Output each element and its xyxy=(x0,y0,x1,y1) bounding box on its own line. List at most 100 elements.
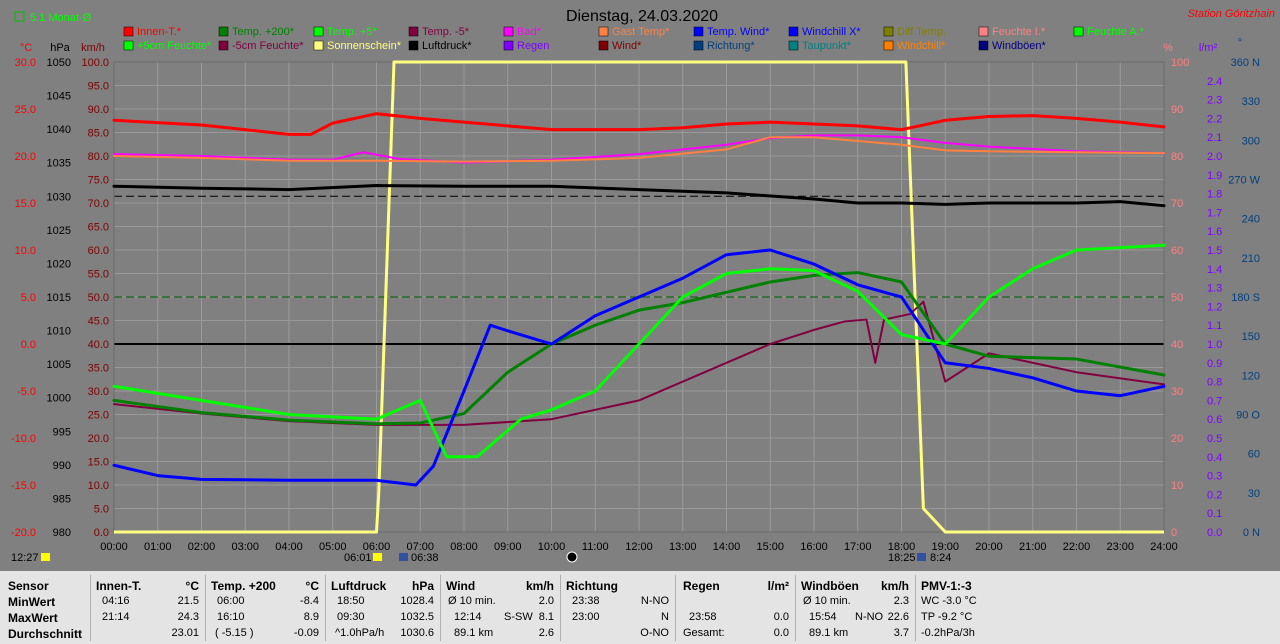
direction-tick-label: 90 O xyxy=(1236,410,1260,422)
pressure-tick-label: 1050 xyxy=(47,57,71,69)
legend-label: Feuchte A.* xyxy=(1087,26,1145,38)
stats-value: 23:38 xyxy=(572,595,600,607)
stats-value: 04:16 xyxy=(102,595,130,607)
legend-label: Windchill* xyxy=(897,40,946,52)
legend-label: Regen xyxy=(517,40,549,52)
legend-swatch xyxy=(123,40,134,51)
stats-value: 16:10 xyxy=(217,611,245,623)
direction-tick-label: 330 xyxy=(1242,96,1260,108)
direction-tick-label: 30 xyxy=(1248,488,1260,500)
pressure-tick-label: 990 xyxy=(53,460,71,472)
legend-swatch xyxy=(218,40,229,51)
wind-tick-label: 45.0 xyxy=(88,316,109,328)
wind-tick-label: 20.0 xyxy=(88,433,109,445)
rain-tick-label: 0.4 xyxy=(1207,452,1222,464)
stats-value: 09:30 xyxy=(337,611,365,623)
stats-value: 2.3 xyxy=(893,595,909,607)
time-tick-label: 08:00 xyxy=(450,541,478,553)
legend-label: Temp. Wind* xyxy=(707,26,770,38)
legend-label: Sonnenschein* xyxy=(327,40,402,52)
percent-tick-label: 70 xyxy=(1171,198,1183,210)
wind-tick-label: 15.0 xyxy=(88,457,109,469)
rain-tick-label: 2.3 xyxy=(1207,95,1222,107)
stats-richtung: Richtung 23:38 N-NO 23:00 N O-NO xyxy=(560,571,675,644)
stats-luftdruck-unit: hPa xyxy=(411,579,434,593)
legend-swatch xyxy=(1073,26,1084,37)
stats-regen-title: Regen xyxy=(683,579,720,593)
temp-tick-label: 25.0 xyxy=(15,104,36,116)
legend-label: +5cm Feuchte* xyxy=(137,40,212,52)
temp-tick-label: 15.0 xyxy=(15,198,36,210)
legend-label: Diff Temp. xyxy=(897,26,946,38)
wind-tick-label: 40.0 xyxy=(88,339,109,351)
temp-tick-label: -20.0 xyxy=(11,527,36,539)
direction-tick-label: 180 S xyxy=(1231,292,1260,304)
time-tick-label: 20:00 xyxy=(975,541,1003,553)
legend-swatch xyxy=(218,26,229,37)
stats-value: O-NO xyxy=(640,627,669,639)
legend-swatch xyxy=(883,40,894,51)
stats-value: 22.6 xyxy=(887,611,909,623)
legend-swatch xyxy=(598,40,609,51)
time-tick-label: 19:00 xyxy=(931,541,959,553)
wind-tick-label: 75.0 xyxy=(88,175,109,187)
stats-value: N xyxy=(661,611,669,623)
rain-tick-label: 1.0 xyxy=(1207,339,1222,351)
rain-tick-label: 0.7 xyxy=(1207,395,1222,407)
stats-value: 2.6 xyxy=(538,627,554,639)
series-line-temp-5 xyxy=(112,243,1166,459)
stats-separator xyxy=(795,575,796,641)
time-tick-label: 22:00 xyxy=(1063,541,1091,553)
stats-value: N-NO xyxy=(855,611,884,623)
dawn-time: 06:38 xyxy=(411,552,439,564)
stats-separator xyxy=(440,575,441,641)
direction-tick-label: 270 W xyxy=(1228,175,1260,187)
stats-value: N-NO xyxy=(640,595,669,607)
temp-tick-label: 5.0 xyxy=(21,292,36,304)
weather-chart: 30.0 25.0 20.0 15.0 10.0 5.0 0.0 -5.0 -10.0 -15.0… xyxy=(11,8,1275,564)
pressure-tick-label: 1000 xyxy=(47,393,71,405)
percent-tick-label: 50 xyxy=(1171,292,1183,304)
legend-swatch xyxy=(978,26,989,37)
time-tick-label: 10:00 xyxy=(538,541,566,553)
time-tick-label: 12:00 xyxy=(625,541,653,553)
temp-tick-label: 30.0 xyxy=(15,57,36,69)
stats-luftdruck: Luftdruck hPa 18:50 1028.4 09:30 1032.5 … xyxy=(325,571,440,644)
direction-tick-label: 360 N xyxy=(1231,57,1260,69)
legend-label: -5cm Feuchte* xyxy=(232,40,304,52)
stats-sensor-title: Sensor xyxy=(8,579,49,593)
wind-tick-label: 10.0 xyxy=(88,480,109,492)
wind-tick-label: 90.0 xyxy=(88,104,109,116)
stats-separator xyxy=(560,575,561,641)
stats-separator xyxy=(915,575,916,641)
pressure-tick-label: 980 xyxy=(53,527,71,539)
stats-separator xyxy=(675,575,676,641)
stats-value: Gesamt: xyxy=(683,627,725,639)
wind-tick-label: 0.0 xyxy=(94,527,109,539)
rain-tick-label: 0.9 xyxy=(1207,358,1222,370)
station-name: Station Göritzhain xyxy=(1188,8,1275,20)
stats-pmv: PMV-1:-3 WC -3.0 °C TP -9.2 °C -0.2hPa/3… xyxy=(915,571,1035,644)
legend-swatch xyxy=(598,26,609,37)
pressure-tick-label: 1030 xyxy=(47,191,71,203)
stats-windboeen-title: Windböen xyxy=(801,579,859,593)
sunshine-line xyxy=(114,60,1164,534)
statistics-panel: Sensor MinWert MaxWert Durchschnitt Inne… xyxy=(0,571,1280,644)
moon-icon xyxy=(566,551,578,563)
temp-tick-label: -5.0 xyxy=(17,386,36,398)
stats-value: -0.2hPa/3h xyxy=(921,627,975,639)
direction-tick-label: 60 xyxy=(1248,449,1260,461)
percent-tick-label: 60 xyxy=(1171,245,1183,257)
rain-tick-label: 1.6 xyxy=(1207,226,1222,238)
stats-value: ^1.0hPa/h xyxy=(335,627,385,639)
percent-tick-label: 80 xyxy=(1171,151,1183,163)
chart-legend: Innen-T.* Temp. +200* Temp. +5* Temp. -5* Ba… xyxy=(123,26,1145,52)
stats-temp200: Temp. +200 °C 06:00 -8.4 16:10 8.9 ( -5.… xyxy=(205,571,325,644)
sunrise-marker xyxy=(373,553,382,561)
rain-tick-label: 0.3 xyxy=(1207,471,1222,483)
period-checkbox[interactable] xyxy=(14,11,25,22)
stats-separator xyxy=(325,575,326,641)
chart-series xyxy=(112,60,1166,534)
stats-value: TP -9.2 °C xyxy=(921,611,973,623)
stats-value: Ø 10 min. xyxy=(448,595,496,607)
